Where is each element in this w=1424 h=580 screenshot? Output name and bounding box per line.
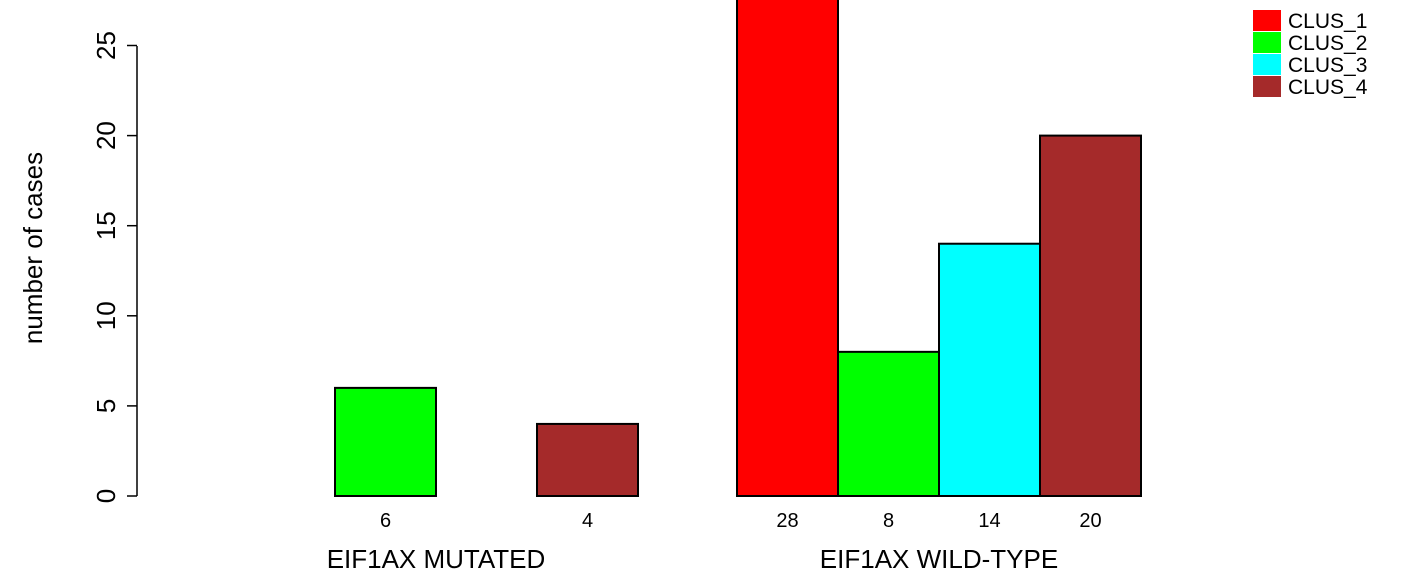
bar-eif1ax-mutated-clus_2 <box>334 386 437 498</box>
bar-value-label: 20 <box>1079 510 1101 532</box>
bar-value-label: 6 <box>380 510 391 532</box>
y-tick-label: 0 <box>91 489 121 503</box>
bar-eif1ax-wild-type-clus_1 <box>736 0 839 497</box>
bar-value-label: 28 <box>776 510 798 532</box>
bar-value-label: 4 <box>582 510 593 532</box>
legend-swatch <box>1253 32 1281 53</box>
bar-value-label: 8 <box>883 510 894 532</box>
y-tick-label: 15 <box>91 211 121 240</box>
legend-swatch <box>1253 76 1281 97</box>
legend-label: CLUS_4 <box>1288 76 1368 99</box>
group-label: EIF1AX WILD-TYPE <box>820 544 1058 574</box>
legend-swatch <box>1253 10 1281 31</box>
y-tick-label: 5 <box>91 399 121 413</box>
y-tick-label: 25 <box>91 31 121 60</box>
y-tick-label: 10 <box>91 301 121 330</box>
bar-eif1ax-mutated-clus_4 <box>536 422 639 498</box>
legend-label: CLUS_1 <box>1288 10 1367 33</box>
bar-eif1ax-wild-type-clus_4 <box>1039 134 1142 497</box>
bar-eif1ax-wild-type-clus_3 <box>938 242 1041 497</box>
bar-eif1ax-wild-type-clus_2 <box>837 350 940 497</box>
group-label: EIF1AX MUTATED <box>327 544 546 574</box>
legend-label: CLUS_2 <box>1288 32 1367 55</box>
y-axis-label: number of cases <box>18 152 48 344</box>
legend-label: CLUS_3 <box>1288 54 1367 77</box>
y-tick-label: 20 <box>91 121 121 150</box>
bar-value-label: 14 <box>978 510 1000 532</box>
legend-swatch <box>1253 54 1281 75</box>
